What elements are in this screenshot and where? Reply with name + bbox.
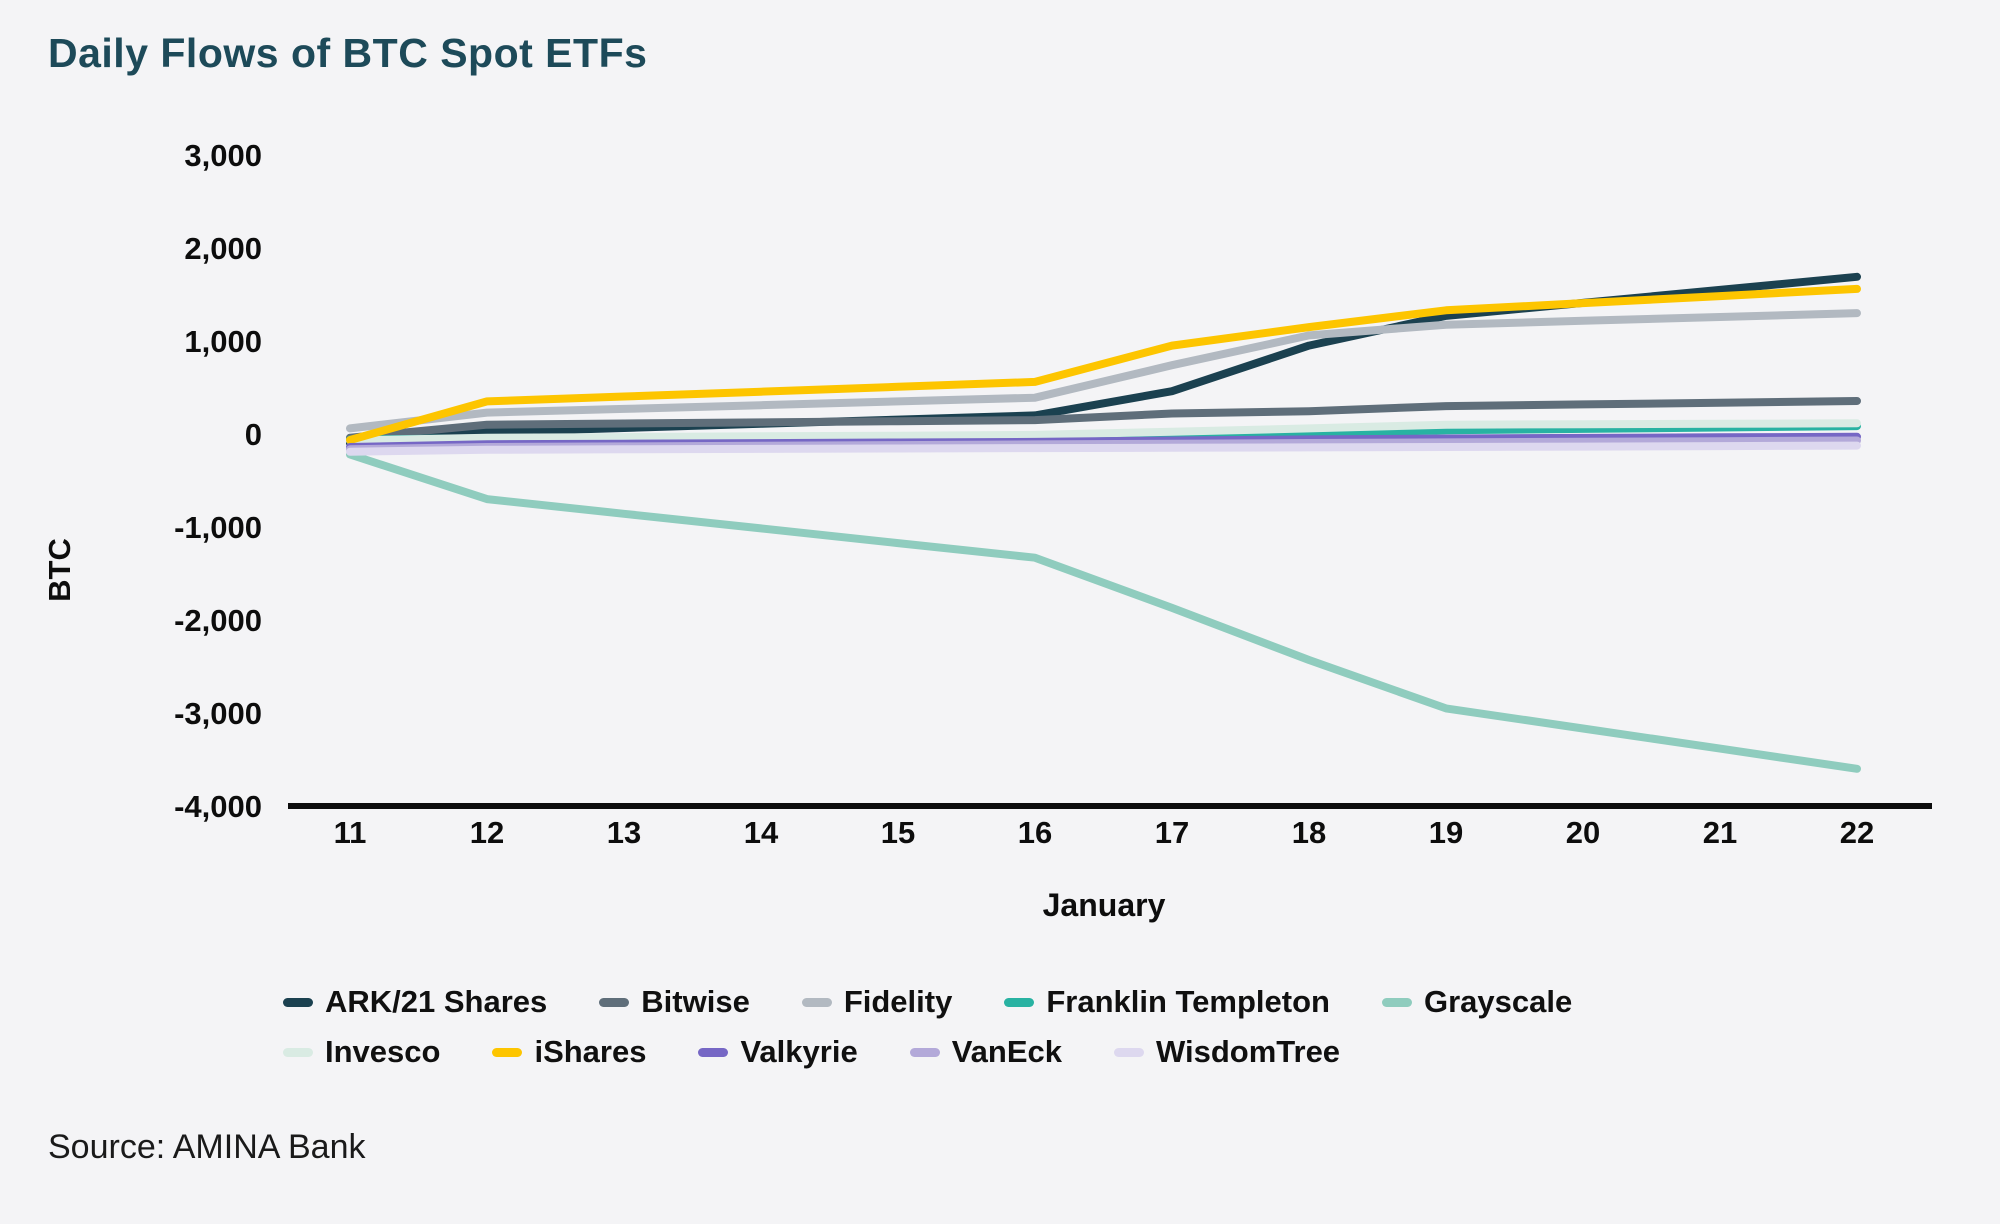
y-tick-label: 3,000: [184, 138, 262, 173]
y-axis-label: BTC: [42, 538, 77, 602]
legend-item-franklin-templeton: Franklin Templeton: [1004, 984, 1330, 1020]
legend-item-valkyrie: Valkyrie: [698, 1034, 858, 1070]
y-tick-label: 1,000: [184, 324, 262, 359]
legend-swatch-icon: [1114, 1047, 1144, 1057]
legend-label: Bitwise: [641, 984, 750, 1019]
legend-swatch-icon: [283, 1047, 313, 1057]
legend-swatch-icon: [492, 1047, 523, 1057]
x-tick-label: 18: [1292, 815, 1326, 850]
x-tick-label: 16: [1018, 815, 1052, 850]
legend-label: Valkyrie: [740, 1034, 858, 1069]
legend-label: Invesco: [325, 1034, 441, 1069]
y-tick-label: -4,000: [174, 789, 262, 824]
legend-swatch-icon: [1381, 997, 1412, 1007]
chart-legend: ARK/21 Shares Bitwise Fidelity Franklin Tem…: [283, 984, 1903, 1084]
legend-label: VanEck: [951, 1034, 1062, 1069]
legend-item-invesco: Invesco: [283, 1034, 440, 1070]
x-tick-label: 11: [334, 815, 367, 850]
legend-swatch-icon: [599, 997, 630, 1007]
y-tick-label: 0: [245, 417, 262, 452]
legend-item-wisdomtree: WisdomTree: [1114, 1034, 1340, 1070]
y-tick-label: 2,000: [184, 231, 262, 266]
legend-swatch-icon: [909, 1047, 940, 1057]
legend-label: iShares: [534, 1034, 647, 1069]
legend-item-ark-21-shares: ARK/21 Shares: [283, 984, 547, 1020]
x-tick-label: 21: [1703, 815, 1737, 850]
legend-item-vaneck: VanEck: [909, 1034, 1062, 1070]
legend-label: Fidelity: [843, 984, 953, 1019]
legend-item-fidelity: Fidelity: [801, 984, 953, 1020]
chart-title: Daily Flows of BTC Spot ETFs: [48, 30, 648, 76]
x-tick-label: 15: [881, 815, 915, 850]
series-line-ishares: [346, 284, 1861, 444]
series-line-grayscale: [346, 450, 1861, 773]
legend-item-ishares: iShares: [492, 1034, 646, 1070]
y-tick-label: -3,000: [174, 696, 262, 731]
source-caption: Source: AMINA Bank: [48, 1128, 366, 1166]
legend-swatch-icon: [801, 997, 832, 1007]
y-tick-label: -1,000: [174, 510, 262, 545]
x-tick-label: 20: [1566, 815, 1600, 850]
series-line-invesco: [346, 419, 1861, 445]
x-tick-label: 17: [1155, 815, 1189, 850]
x-tick-label: 12: [470, 815, 504, 850]
legend-item-bitwise: Bitwise: [599, 984, 750, 1020]
series-line-fidelity: [346, 309, 1861, 433]
legend-row: Invesco iShares Valkyrie VanEck WisdomTree: [283, 1034, 1903, 1070]
legend-label: WisdomTree: [1156, 1034, 1341, 1069]
series-line-wisdomtree: [346, 441, 1861, 456]
x-tick-label: 14: [744, 815, 779, 850]
legend-row: ARK/21 Shares Bitwise Fidelity Franklin Tem…: [283, 984, 1903, 1020]
x-tick-label: 13: [607, 815, 641, 850]
x-tick-label: 22: [1840, 815, 1874, 850]
legend-swatch-icon: [1004, 997, 1035, 1007]
y-tick-label: -2,000: [174, 603, 262, 638]
legend-label: Franklin Templeton: [1046, 984, 1330, 1019]
legend-label: ARK/21 Shares: [325, 984, 548, 1019]
series-line-bitwise: [346, 397, 1861, 442]
x-tick-label: 19: [1429, 815, 1463, 850]
x-axis-label: January: [1043, 887, 1166, 923]
legend-swatch-icon: [283, 997, 313, 1007]
legend-label: Grayscale: [1423, 984, 1573, 1019]
legend-item-grayscale: Grayscale: [1381, 984, 1573, 1020]
legend-swatch-icon: [698, 1047, 729, 1057]
